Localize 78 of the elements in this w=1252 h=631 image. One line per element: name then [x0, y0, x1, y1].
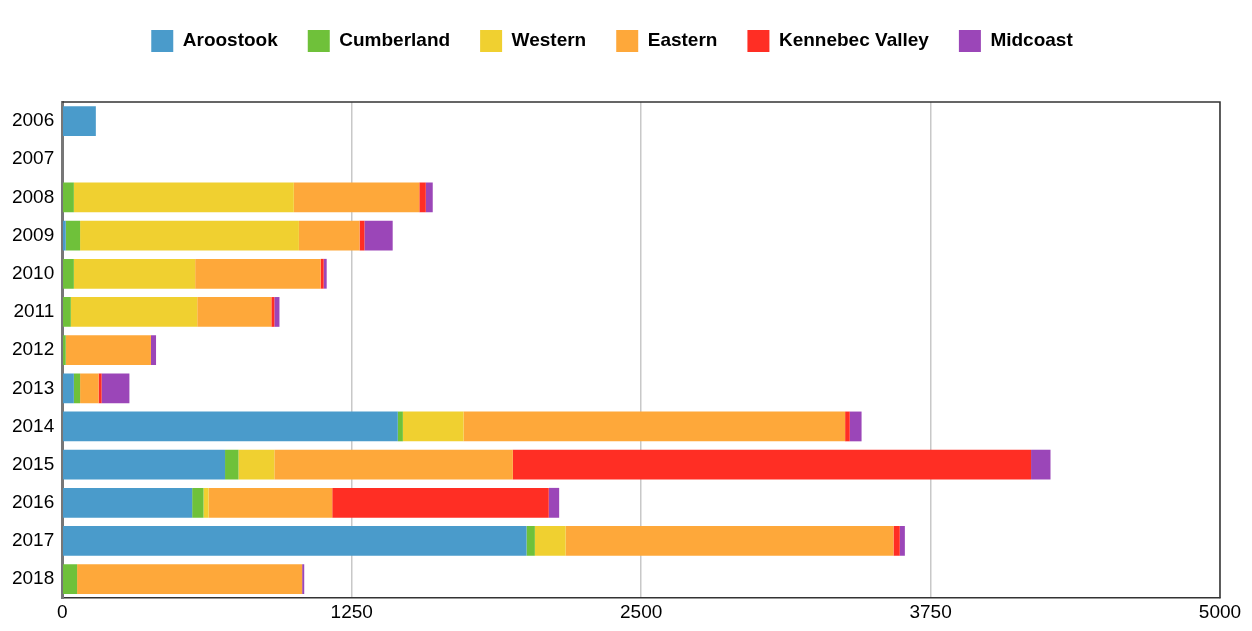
bar — [238, 449, 275, 480]
bar — [63, 373, 74, 404]
bar — [419, 182, 426, 213]
y-tick-label: 2018 — [11, 567, 55, 589]
bar — [70, 297, 198, 327]
bar — [425, 182, 433, 213]
bar — [73, 373, 81, 404]
y-tick-label: 2013 — [11, 376, 55, 398]
x-tick-label: 3750 — [909, 600, 952, 622]
bar — [397, 411, 403, 442]
bar — [63, 220, 66, 251]
bar — [203, 487, 209, 518]
y-tick-label: 2007 — [11, 147, 55, 169]
bar — [845, 411, 850, 442]
legend-label: Cumberland — [339, 29, 451, 51]
bar — [63, 182, 74, 213]
bar — [65, 335, 151, 365]
legend-label: Aroostook — [182, 29, 279, 51]
bar — [63, 106, 96, 136]
bar — [364, 220, 393, 251]
bar — [73, 258, 196, 289]
bar — [225, 449, 239, 480]
bar — [565, 526, 894, 556]
bar — [298, 220, 360, 251]
x-tick-label: 5000 — [1198, 600, 1242, 622]
y-tick-label: 2010 — [11, 262, 55, 283]
bar — [65, 220, 81, 251]
bar — [101, 373, 130, 404]
bar — [77, 564, 303, 594]
y-tick-label: 2009 — [11, 223, 55, 245]
bar — [73, 182, 294, 213]
bar — [63, 487, 193, 518]
bar — [274, 449, 513, 480]
bar — [192, 487, 204, 518]
legend-label: Midcoast — [990, 29, 1074, 51]
bar — [526, 526, 535, 556]
bar — [512, 449, 1032, 480]
bar — [899, 526, 905, 556]
bar — [63, 526, 527, 556]
bar — [1031, 449, 1051, 480]
bar — [293, 182, 420, 213]
bar — [274, 297, 280, 327]
bar — [463, 411, 846, 442]
y-tick-label: 2014 — [11, 414, 55, 436]
bar — [98, 373, 102, 404]
bar — [548, 487, 560, 518]
y-tick-label: 2017 — [11, 529, 55, 551]
bar — [332, 487, 549, 518]
bar — [893, 526, 900, 556]
y-tick-label: 2006 — [11, 109, 55, 131]
bar — [63, 258, 74, 289]
bar — [402, 411, 464, 442]
bar — [197, 297, 272, 327]
bar — [208, 487, 333, 518]
bar — [534, 526, 566, 556]
legend-label: Western — [511, 29, 587, 51]
bar — [80, 373, 99, 404]
bar — [63, 297, 71, 327]
bar — [63, 449, 226, 480]
x-tick-label: 2500 — [619, 600, 663, 622]
x-tick-label: 0 — [56, 600, 68, 622]
bar — [302, 564, 305, 594]
y-tick-label: 2008 — [11, 185, 55, 207]
y-tick-label: 2016 — [11, 491, 55, 513]
y-tick-label: 2011 — [13, 300, 55, 322]
y-tick-label: 2015 — [11, 452, 55, 474]
bar — [63, 564, 78, 594]
legend-label: Kennebec Valley — [778, 29, 930, 51]
bar — [80, 220, 299, 251]
legend-label: Eastern — [647, 29, 718, 51]
bar — [849, 411, 862, 442]
bar — [195, 258, 321, 289]
bar — [150, 335, 157, 365]
y-tick-label: 2012 — [11, 338, 55, 360]
bar — [271, 297, 275, 327]
x-tick-label: 1250 — [330, 600, 373, 622]
bar — [63, 411, 398, 442]
bar — [63, 335, 66, 365]
